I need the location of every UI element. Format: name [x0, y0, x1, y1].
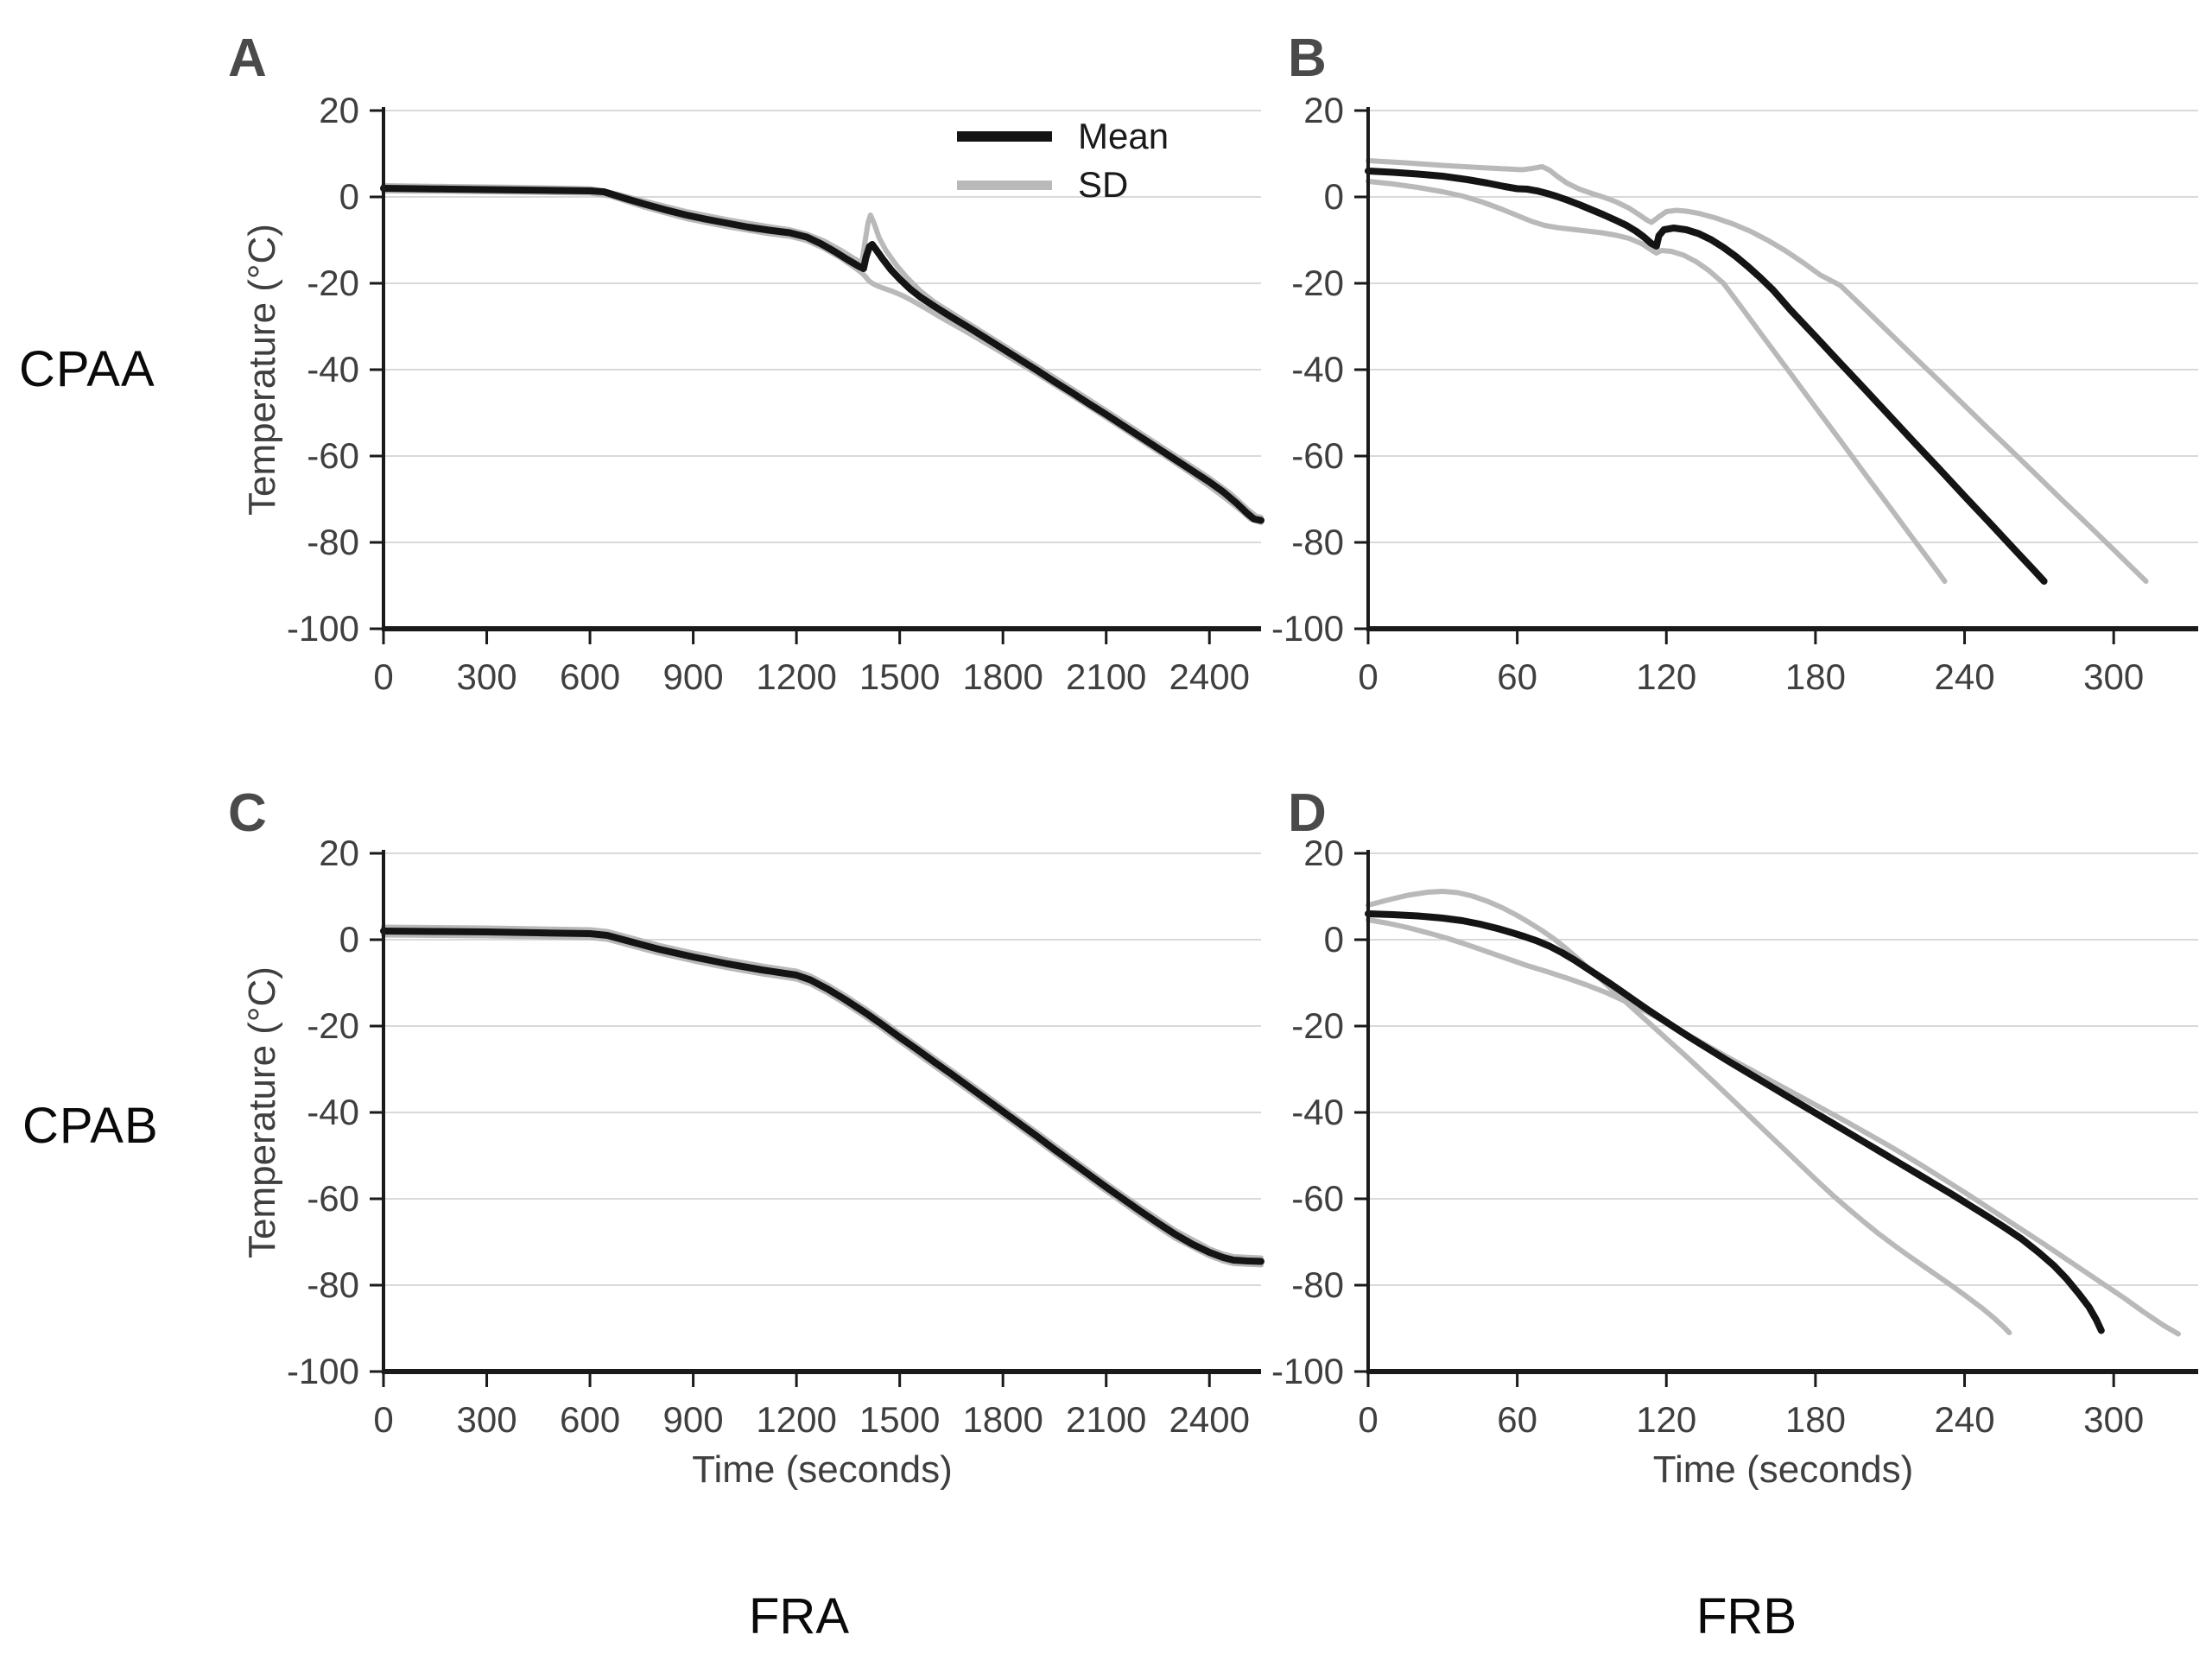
x-tick-label: 60 [1497, 656, 1537, 697]
x-tick-label: 120 [1636, 656, 1696, 697]
col-label-frb: FRB [1696, 1588, 1797, 1644]
series-sd-line [1366, 889, 2012, 1335]
y-axis-title: Temperature (°C) [241, 966, 283, 1258]
panel-letter-C: C [228, 783, 267, 843]
y-tick-label: -100 [1271, 1351, 1344, 1391]
y-tick-label: -80 [1291, 522, 1344, 562]
panel-D: 20 0 -20 -40 -60 -80 -100 0 60 120 180 240 300 Time (… [1271, 783, 2198, 1491]
y-tick-label: -60 [1291, 435, 1344, 476]
x-tick-label: 2100 [1066, 1399, 1146, 1440]
row-label-cpab: CPAB [22, 1098, 159, 1154]
y-tick-label: -40 [1291, 1092, 1344, 1132]
series-mean-line [380, 185, 1264, 524]
x-tick-label: 600 [560, 656, 620, 697]
y-tick-label: -80 [1291, 1264, 1344, 1305]
panel-B: 20 0 -20 -40 -60 -80 -100 0 60 120 180 240 300 B [1271, 29, 2198, 697]
x-tick-label: 180 [1785, 656, 1846, 697]
x-tick-label: 900 [663, 1399, 724, 1440]
y-tick-label: -20 [1291, 263, 1344, 303]
x-tick-label: 1200 [756, 1399, 836, 1440]
legend-entry-mean: Mean [957, 116, 1169, 156]
x-tick-label: 2100 [1066, 656, 1146, 697]
y-tick-label: -80 [307, 1264, 359, 1305]
y-tick-label: 20 [319, 833, 359, 873]
x-tick-label: 60 [1497, 1399, 1537, 1440]
y-tick-label: 20 [1303, 833, 1344, 873]
y-tick-label: -40 [307, 349, 359, 390]
x-tick-label: 600 [560, 1399, 620, 1440]
y-tick-label: 20 [319, 90, 359, 130]
y-tick-label: 0 [1324, 176, 1344, 217]
x-tick-label: 240 [1934, 656, 1994, 697]
mean-line-swatch [957, 131, 1052, 142]
x-axis-title: Time (seconds) [1653, 1448, 1914, 1491]
row-label-cpaa: CPAA [19, 341, 155, 397]
x-tick-label: 180 [1785, 1399, 1846, 1440]
x-tick-label: 2400 [1169, 656, 1250, 697]
legend: Mean SD [957, 116, 1169, 205]
x-axis-title: Time (seconds) [692, 1448, 953, 1491]
y-tick-label: -100 [1271, 608, 1344, 649]
y-axis-title: Temperature (°C) [241, 224, 283, 516]
series-sd-line [1366, 917, 2181, 1337]
y-tick-label: -20 [1291, 1005, 1344, 1046]
x-tick-label: 0 [373, 1399, 393, 1440]
x-tick-label: 900 [663, 656, 724, 697]
y-tick-label: 20 [1303, 90, 1344, 130]
panel-A: 20 0 -20 -40 -60 -80 -100 0 300 600 900 1200 1500 180… [228, 29, 1264, 697]
x-tick-label: 120 [1636, 1399, 1696, 1440]
y-tick-label: -40 [1291, 349, 1344, 390]
y-tick-label: -20 [307, 263, 359, 303]
x-tick-label: 0 [1358, 1399, 1378, 1440]
x-tick-label: 300 [456, 656, 517, 697]
series-mean-line [380, 928, 1264, 1265]
x-tick-label: 240 [1934, 1399, 1994, 1440]
x-tick-label: 0 [373, 656, 393, 697]
x-tick-label: 1500 [859, 1399, 940, 1440]
panel-letter-D: D [1288, 783, 1327, 843]
y-tick-label: -100 [287, 608, 359, 649]
series-sd-line [381, 183, 1264, 520]
x-tick-label: 1200 [756, 656, 836, 697]
x-tick-label: 1500 [859, 656, 940, 697]
sd-line-swatch [957, 180, 1052, 190]
series-sd-line [1366, 158, 2149, 584]
y-tick-label: 0 [1324, 919, 1344, 960]
legend-label-sd: SD [1078, 164, 1129, 205]
y-tick-label: -40 [307, 1092, 359, 1132]
panel-letter-A: A [228, 29, 267, 88]
x-tick-label: 300 [456, 1399, 517, 1440]
legend-entry-sd: SD [957, 164, 1169, 205]
x-tick-label: 2400 [1169, 1399, 1250, 1440]
x-tick-label: 300 [2083, 656, 2144, 697]
y-tick-label: -60 [307, 435, 359, 476]
y-tick-label: -80 [307, 522, 359, 562]
y-tick-label: 0 [339, 176, 359, 217]
col-label-fra: FRA [749, 1588, 849, 1644]
y-tick-label: -20 [307, 1005, 359, 1046]
series-mean-line [1365, 168, 2048, 585]
x-tick-label: 1800 [962, 656, 1043, 697]
x-tick-label: 0 [1358, 656, 1378, 697]
panel-letter-B: B [1288, 29, 1327, 88]
y-tick-label: -60 [307, 1178, 359, 1219]
legend-label-mean: Mean [1078, 116, 1169, 156]
panel-C: 20 0 -20 -40 -60 -80 -100 0 300 600 900 1200 1500 180… [228, 783, 1264, 1491]
y-tick-label: -60 [1291, 1178, 1344, 1219]
series-sd-line [1366, 179, 1948, 584]
x-tick-label: 300 [2083, 1399, 2144, 1440]
y-tick-label: -100 [287, 1351, 359, 1391]
series-mean-line [1365, 910, 2105, 1334]
y-tick-label: 0 [339, 919, 359, 960]
x-tick-label: 1800 [962, 1399, 1043, 1440]
